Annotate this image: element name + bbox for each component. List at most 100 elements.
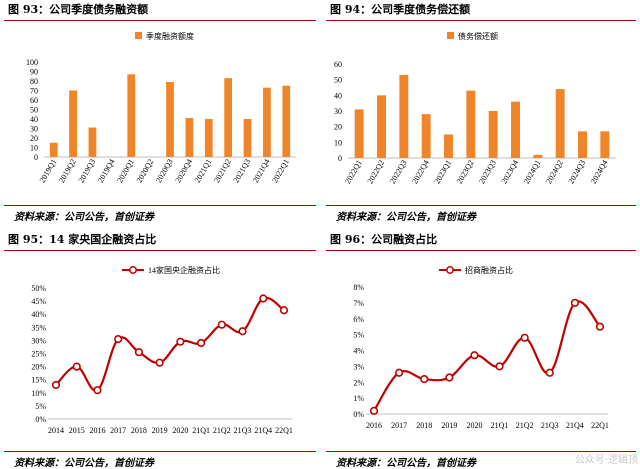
y-tick-label: 50 xyxy=(30,106,38,115)
x-tick-label: 2022Q1 xyxy=(343,159,364,186)
bar xyxy=(377,95,386,158)
data-point xyxy=(196,338,206,348)
x-tick-label: 2023Q1 xyxy=(433,159,454,186)
y-tick-label: 30 xyxy=(30,125,38,134)
x-tick-label: 2019Q4 xyxy=(96,158,117,185)
data-point xyxy=(570,298,579,307)
data-point xyxy=(595,322,605,331)
bar xyxy=(578,131,587,158)
title-rule xyxy=(4,250,316,251)
y-tick-label: 7% xyxy=(353,299,364,308)
data-point xyxy=(51,380,61,390)
chart-title: 图 94：公司季度债务偿还额 xyxy=(330,3,471,16)
y-tick-label: 20% xyxy=(31,363,46,372)
data-point xyxy=(238,327,247,336)
bar xyxy=(69,90,77,157)
y-tick-label: 0% xyxy=(35,415,46,424)
x-tick-label: 2015 xyxy=(69,426,85,435)
x-tick-label: 21Q2 xyxy=(516,421,534,430)
x-tick-label: 22Q1 xyxy=(275,426,293,435)
x-tick-label: 2021Q2 xyxy=(212,158,233,185)
bar xyxy=(204,119,213,157)
x-tick-label: 2017 xyxy=(110,426,126,435)
y-tick-label: 10 xyxy=(30,144,38,153)
x-tick-label: 2022Q1 xyxy=(270,158,291,185)
series-line xyxy=(55,296,285,392)
bar xyxy=(444,134,453,158)
data-point xyxy=(495,362,504,371)
x-tick-label: 2024Q4 xyxy=(589,159,610,186)
bar xyxy=(243,119,252,157)
x-tick-label: 2021Q4 xyxy=(251,158,272,185)
y-tick-label: 90 xyxy=(30,68,38,77)
bar xyxy=(555,89,565,158)
y-tick-label: 40 xyxy=(30,115,38,124)
bar xyxy=(488,111,498,158)
y-tick-label: 8% xyxy=(353,283,364,292)
chart-panel-95: 图 95：14 家央国企融资占比 14家国央企融资占比 0% 5% 10% 15% 20%… xyxy=(4,230,316,469)
bar-chart-debt-repayment: 债务偿还额 0 10 20 30 40 50 60 2022Q1 2022Q2 2022Q3 2022… xyxy=(334,31,616,186)
chart-title: 图 95：14 家央国企融资占比 xyxy=(8,233,157,246)
y-tick-label: 50 xyxy=(334,76,342,85)
data-point xyxy=(217,320,226,329)
source-note: 资料来源：公司公告，首创证券 xyxy=(336,212,476,223)
legend: 招商融资占比 xyxy=(439,265,513,275)
data-point xyxy=(134,348,144,357)
data-point xyxy=(114,334,123,344)
x-tick-label: 2019 xyxy=(441,421,457,430)
y-tick-label: 40% xyxy=(31,310,46,319)
data-point xyxy=(470,351,479,360)
x-tick-label: 2022Q2 xyxy=(366,159,387,186)
bar xyxy=(263,87,271,157)
data-point xyxy=(420,374,429,384)
series-line xyxy=(373,300,601,412)
legend: 债务偿还额 xyxy=(447,31,498,41)
x-tick-label: 2016 xyxy=(366,421,382,430)
chart-title: 图 93：公司季度债务融资额 xyxy=(8,3,149,16)
x-tick-label: 2021Q1 xyxy=(193,158,214,185)
x-tick-label: 2020Q1 xyxy=(115,158,136,185)
y-tick-label: 1% xyxy=(353,394,364,403)
y-tick-label: 40 xyxy=(334,91,342,100)
y-tick-label: 2% xyxy=(353,378,364,387)
y-tick-label: 5% xyxy=(353,331,364,340)
y-tick-label: 20 xyxy=(30,134,38,143)
legend-marker xyxy=(446,266,454,274)
x-tick-label: 2023Q4 xyxy=(500,159,521,186)
legend-label: 14家国央企融资占比 xyxy=(148,265,220,275)
watermark: 公众号·逻辑顶 xyxy=(574,455,638,466)
data-point xyxy=(176,337,185,346)
data-point xyxy=(93,386,102,395)
x-tick-label: 2020Q4 xyxy=(173,158,194,185)
x-tick-label: 2023Q2 xyxy=(455,159,476,186)
x-tick-label: 2020Q2 xyxy=(135,158,156,185)
bar xyxy=(127,74,136,157)
x-tick-label: 21Q4 xyxy=(566,421,584,430)
data-point xyxy=(395,368,404,377)
x-tick-label: 2019Q1 xyxy=(38,158,59,185)
data-point xyxy=(520,333,529,342)
y-tick-label: 10 xyxy=(334,138,342,147)
y-tick-label: 15% xyxy=(31,376,46,385)
source-rule xyxy=(4,205,316,206)
y-tick-label: 4% xyxy=(353,347,364,356)
y-tick-label: 25% xyxy=(31,350,46,359)
y-tick-label: 80 xyxy=(30,77,38,86)
y-tick-label: 0 xyxy=(34,153,38,162)
bar xyxy=(49,142,58,157)
legend-label: 季度融资额度 xyxy=(146,31,194,41)
x-tick-label: 2020 xyxy=(466,421,482,430)
bar xyxy=(511,101,520,158)
title-rule xyxy=(4,20,316,21)
x-tick-label: 2024Q2 xyxy=(544,159,565,186)
bar xyxy=(166,81,174,157)
x-tick-label: 21Q3 xyxy=(234,426,252,435)
source-rule xyxy=(326,205,636,206)
y-tick-label: 5% xyxy=(35,402,46,411)
x-tick-label: 2021Q3 xyxy=(232,157,253,184)
y-tick-label: 35% xyxy=(31,323,46,332)
x-tick-label: 2018 xyxy=(416,421,432,430)
x-tick-label: 21Q2 xyxy=(213,426,231,435)
x-tick-label: 21Q1 xyxy=(192,426,210,435)
y-tick-label: 60 xyxy=(30,96,38,105)
